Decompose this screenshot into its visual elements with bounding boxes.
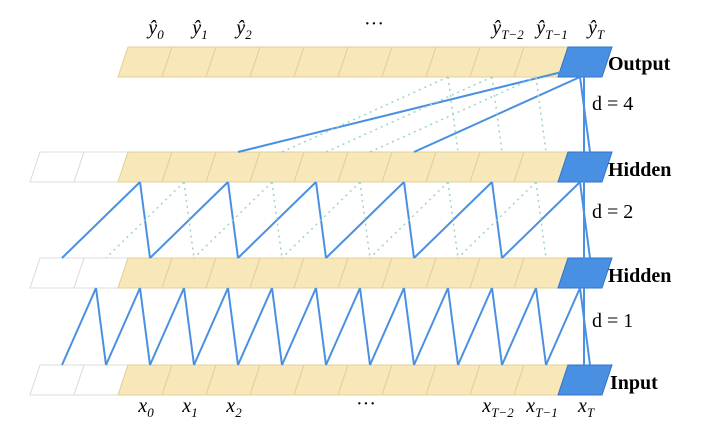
dotted-connection [359, 181, 371, 259]
connection [491, 287, 503, 366]
connection [237, 181, 317, 259]
connection [535, 287, 547, 366]
dotted-connection [491, 76, 503, 153]
output-label-sub: 1 [201, 27, 208, 42]
connection [325, 181, 405, 259]
connection [545, 287, 581, 366]
dotted-connection [105, 181, 185, 259]
dotted-connection [369, 181, 449, 259]
input-label-base: x [525, 395, 535, 417]
output-label-sub: T [597, 27, 605, 42]
dilation-label: d = 4 [592, 93, 633, 115]
connection [501, 287, 537, 366]
input-label: xT−2 [481, 395, 514, 420]
input-label-sub: T−2 [491, 405, 514, 420]
output-label-sub: T−2 [501, 27, 524, 42]
input-ellipsis: ··· [356, 393, 376, 415]
connection [237, 68, 575, 153]
dotted-connection [281, 181, 361, 259]
input-label-sub: T [587, 405, 595, 420]
dotted-connection [457, 181, 537, 259]
output-label: ŷT−2 [490, 17, 524, 42]
connection [325, 287, 361, 366]
layer-label: Output [608, 53, 671, 75]
input-label: xT−1 [525, 395, 557, 420]
input-label-sub: 1 [191, 405, 198, 420]
connection [369, 287, 405, 366]
cell [557, 46, 613, 78]
input-label-base: x [577, 395, 587, 417]
layer-label: Input [610, 372, 658, 394]
connection [403, 287, 415, 366]
connection [315, 287, 327, 366]
connection [359, 287, 371, 366]
input-label-base: x [137, 395, 147, 417]
output-label-sub: 2 [245, 27, 252, 42]
connection [271, 287, 283, 366]
dotted-connection [281, 76, 449, 153]
cell [557, 364, 613, 396]
output-label-base: ŷ [534, 17, 545, 39]
input-label-sub: T−1 [535, 405, 558, 420]
dotted-connection [447, 76, 459, 153]
output-label: ŷ2 [234, 17, 252, 42]
connection [149, 287, 185, 366]
output-label: ŷ1 [190, 17, 207, 42]
input-label: x2 [225, 395, 242, 420]
output-label: ŷT [586, 17, 605, 42]
layer-label: Hidden [608, 265, 671, 287]
input-label-sub: 0 [147, 405, 154, 420]
layer-label: Hidden [608, 159, 671, 181]
dotted-connection [193, 181, 273, 259]
dotted-connection [447, 181, 459, 259]
output-label-base: ŷ [146, 17, 157, 39]
input-label: x1 [181, 395, 197, 420]
input-label-base: x [225, 395, 235, 417]
input-label: x0 [137, 395, 154, 420]
connection [501, 181, 581, 259]
output-label-sub: 0 [157, 27, 164, 42]
connection [61, 181, 141, 259]
input-label-base: x [481, 395, 491, 417]
output-label-base: ŷ [586, 17, 597, 39]
dotted-connection [271, 181, 283, 259]
output-label: ŷT−1 [534, 17, 567, 42]
connection [413, 181, 493, 259]
connection [193, 287, 229, 366]
connection [183, 287, 195, 366]
connection [61, 287, 97, 366]
dilation-label: d = 1 [592, 310, 633, 332]
connection [227, 287, 239, 366]
output-label: ŷ0 [146, 17, 164, 42]
input-label: xT [577, 395, 595, 420]
connection [139, 287, 151, 366]
output-label-base: ŷ [190, 17, 201, 39]
dotted-connection [325, 76, 493, 153]
connection [237, 287, 273, 366]
dotted-connection [183, 181, 195, 259]
output-label-base: ŷ [490, 17, 501, 39]
connection [149, 181, 229, 259]
connection [413, 287, 449, 366]
connection [95, 287, 107, 366]
connection [457, 287, 493, 366]
connection [281, 287, 317, 366]
connection [105, 287, 141, 366]
connection [447, 287, 459, 366]
dilation-label: d = 2 [592, 201, 633, 223]
output-label-base: ŷ [234, 17, 245, 39]
input-label-sub: 2 [235, 405, 242, 420]
dotted-connection [535, 76, 547, 153]
input-label-base: x [181, 395, 191, 417]
output-ellipsis: ··· [364, 13, 384, 35]
output-label-sub: T−1 [545, 27, 568, 42]
dotted-connection [535, 181, 547, 259]
